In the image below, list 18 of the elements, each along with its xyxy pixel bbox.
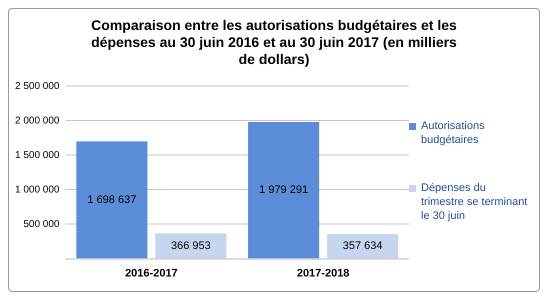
x-tick-label: 2017-2018 xyxy=(296,267,350,280)
y-tick-label: 1 000 000 xyxy=(14,184,60,196)
data-label: 357 634 xyxy=(342,240,383,252)
legend-label: Autorisations budgétaires xyxy=(421,119,486,147)
y-tick-label: 2 000 000 xyxy=(14,115,60,126)
chart-title: Comparaison entre les autorisations budgétaires et les dépenses au 30 juin 2016 et au 30 juin 2017 (en milliers de dollars) xyxy=(90,17,458,68)
bar xyxy=(155,233,226,258)
y-tick-label: 1 500 000 xyxy=(14,150,60,161)
bar xyxy=(248,122,320,258)
y-tick-label: 500 000 xyxy=(23,218,60,230)
bar xyxy=(327,234,398,258)
bar xyxy=(76,141,148,258)
legend-label: Dépenses du trimestre se terminant le 30 juin xyxy=(421,181,528,223)
data-label: 1 979 291 xyxy=(259,184,308,196)
y-tick-label: 2 500 000 xyxy=(14,80,60,92)
data-label: 366 953 xyxy=(170,240,211,252)
x-tick-label: 2016-2017 xyxy=(125,267,178,280)
data-label: 1 698 637 xyxy=(87,194,136,206)
